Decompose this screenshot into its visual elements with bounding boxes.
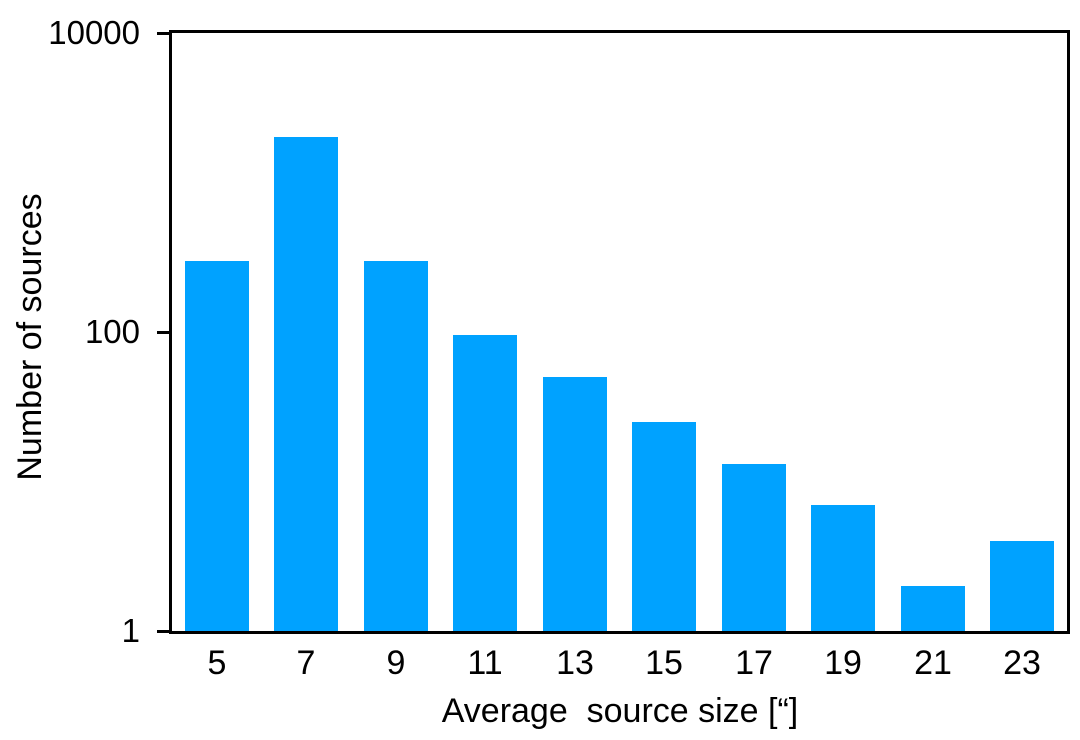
- bar-19: [811, 505, 875, 631]
- x-axis-title: Average source size [“]: [441, 692, 799, 730]
- y-tick-label-10000: 10000: [48, 14, 140, 51]
- bar-7: [274, 137, 338, 631]
- x-tick-label-23: 23: [1003, 644, 1041, 682]
- bar-11: [453, 335, 517, 631]
- bar-15: [632, 422, 696, 631]
- x-tick-label-19: 19: [824, 644, 862, 682]
- bar-17: [722, 464, 786, 631]
- y-tick-1: [157, 630, 169, 633]
- x-tick-label-11: 11: [467, 644, 503, 682]
- bar-13: [543, 377, 607, 631]
- x-tick-label-15: 15: [645, 644, 683, 682]
- plot-area: [157, 30, 1070, 634]
- x-tick-label-9: 9: [386, 644, 406, 682]
- x-tick-label-5: 5: [207, 644, 227, 682]
- bar-5: [185, 261, 249, 631]
- x-tick-label-21: 21: [914, 644, 952, 682]
- y-tick-label-100: 100: [84, 313, 140, 350]
- y-tick-label-1: 1: [121, 612, 140, 649]
- y-tick-100: [157, 331, 169, 334]
- x-tick-label-13: 13: [556, 644, 594, 682]
- bar-9: [364, 261, 428, 631]
- x-tick-label-7: 7: [296, 644, 316, 682]
- bar-23: [990, 541, 1054, 631]
- x-tick-label-17: 17: [735, 644, 773, 682]
- y-tick-10000: [157, 32, 169, 35]
- bar-21: [901, 586, 965, 631]
